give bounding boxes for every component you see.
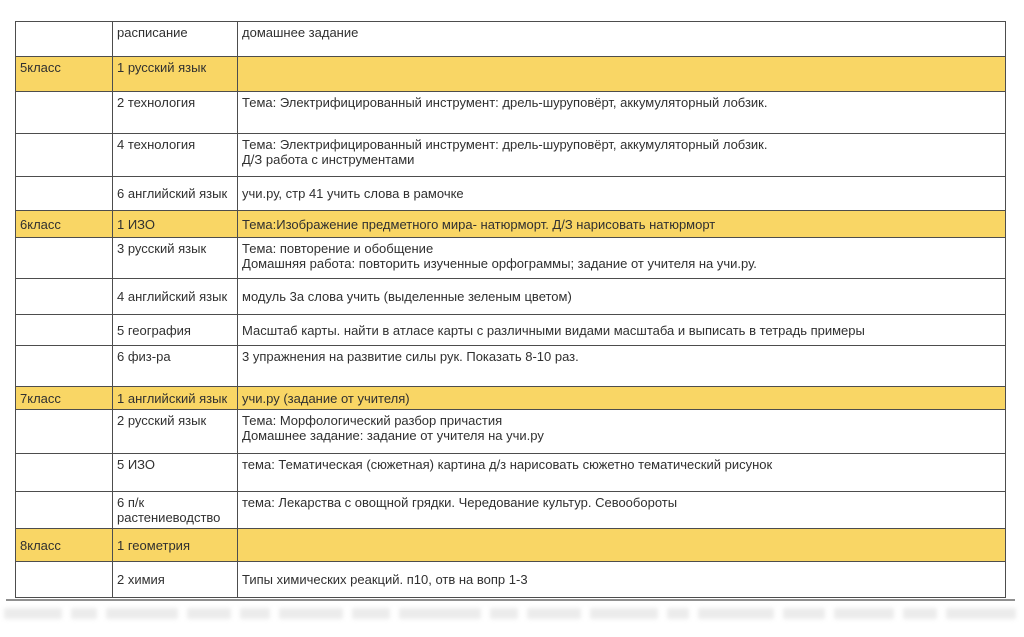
table-row: 6класс 1 ИЗО Тема:Изображение предметног… <box>15 210 1006 238</box>
header-homework-cell: домашнее задание <box>237 21 1006 57</box>
homework-cell: тема: Тематическая (сюжетная) картина д/… <box>237 453 1006 492</box>
table-row: 6 английский язык учи.ру, стр 41 учить с… <box>15 176 1006 211</box>
homework-cell: Тема: Электрифицированный инструмент: др… <box>237 133 1006 177</box>
homework-cell <box>237 528 1006 562</box>
homework-cell <box>237 56 1006 92</box>
table-row: 4 английский язык модуль 3а слова учить … <box>15 278 1006 315</box>
homework-cell: Типы химических реакций. п10, отв на воп… <box>237 561 1006 598</box>
subject-cell: 1 английский язык <box>112 386 238 410</box>
header-schedule-cell: расписание <box>112 21 238 57</box>
subject-cell: 6 п/к растениеводство <box>112 491 238 529</box>
header-grade-cell <box>15 21 113 57</box>
homework-cell: тема: Лекарства с овощной грядки. Чередо… <box>237 491 1006 529</box>
table-row: 6 физ-ра 3 упражнения на развитие силы р… <box>15 345 1006 387</box>
page-bottom-rule <box>6 599 1015 601</box>
table-row: 5класс 1 русский язык <box>15 56 1006 92</box>
grade-cell: 5класс <box>15 56 113 92</box>
grade-cell: 6класс <box>15 210 113 238</box>
table-row: 2 технология Тема: Электрифицированный и… <box>15 91 1006 134</box>
grade-cell <box>15 133 113 177</box>
grade-cell <box>15 409 113 454</box>
table-row: 5 география Масштаб карты. найти в атлас… <box>15 314 1006 346</box>
grade-cell <box>15 561 113 598</box>
subject-cell: 2 химия <box>112 561 238 598</box>
homework-cell: учи.ру (задание от учителя) <box>237 386 1006 410</box>
homework-cell: 3 упражнения на развитие силы рук. Показ… <box>237 345 1006 387</box>
subject-cell: 6 английский язык <box>112 176 238 211</box>
header-row: расписание домашнее задание <box>15 21 1006 57</box>
homework-cell: Масштаб карты. найти в атласе карты с ра… <box>237 314 1006 346</box>
homework-cell: Тема: Морфологический разбор причастия Д… <box>237 409 1006 454</box>
subject-cell: 6 физ-ра <box>112 345 238 387</box>
subject-cell: 5 география <box>112 314 238 346</box>
table-row: 5 ИЗО тема: Тематическая (сюжетная) карт… <box>15 453 1006 492</box>
subject-cell: 1 русский язык <box>112 56 238 92</box>
homework-cell: учи.ру, стр 41 учить слова в рамочке <box>237 176 1006 211</box>
subject-cell: 3 русский язык <box>112 237 238 279</box>
grade-cell <box>15 345 113 387</box>
homework-cell: модуль 3а слова учить (выделенные зелены… <box>237 278 1006 315</box>
table-row: 4 технология Тема: Электрифицированный и… <box>15 133 1006 177</box>
subject-cell: 2 русский язык <box>112 409 238 454</box>
grade-cell <box>15 91 113 134</box>
table-row: 7класс 1 английский язык учи.ру (задание… <box>15 386 1006 410</box>
homework-cell: Тема:Изображение предметного мира- натюр… <box>237 210 1006 238</box>
table-row: 2 химия Типы химических реакций. п10, от… <box>15 561 1006 598</box>
grade-cell <box>15 453 113 492</box>
subject-cell: 2 технология <box>112 91 238 134</box>
homework-cell: Тема: Электрифицированный инструмент: др… <box>237 91 1006 134</box>
grade-cell <box>15 237 113 279</box>
grade-cell: 8класс <box>15 528 113 562</box>
table-row: 3 русский язык Тема: повторение и обобще… <box>15 237 1006 279</box>
grade-cell: 7класс <box>15 386 113 410</box>
grade-cell <box>15 314 113 346</box>
table-row: 6 п/к растениеводство тема: Лекарства с … <box>15 491 1006 529</box>
blurred-text-remnant <box>4 606 1018 621</box>
subject-cell: 5 ИЗО <box>112 453 238 492</box>
grade-cell <box>15 491 113 529</box>
grade-cell <box>15 278 113 315</box>
grade-cell <box>15 176 113 211</box>
subject-cell: 4 английский язык <box>112 278 238 315</box>
subject-cell: 1 геометрия <box>112 528 238 562</box>
homework-cell: Тема: повторение и обобщение Домашняя ра… <box>237 237 1006 279</box>
table-row: 2 русский язык Тема: Морфологический раз… <box>15 409 1006 454</box>
subject-cell: 1 ИЗО <box>112 210 238 238</box>
schedule-table: расписание домашнее задание 5класс 1 рус… <box>15 21 1006 598</box>
table-row: 8класс 1 геометрия <box>15 528 1006 562</box>
subject-cell: 4 технология <box>112 133 238 177</box>
